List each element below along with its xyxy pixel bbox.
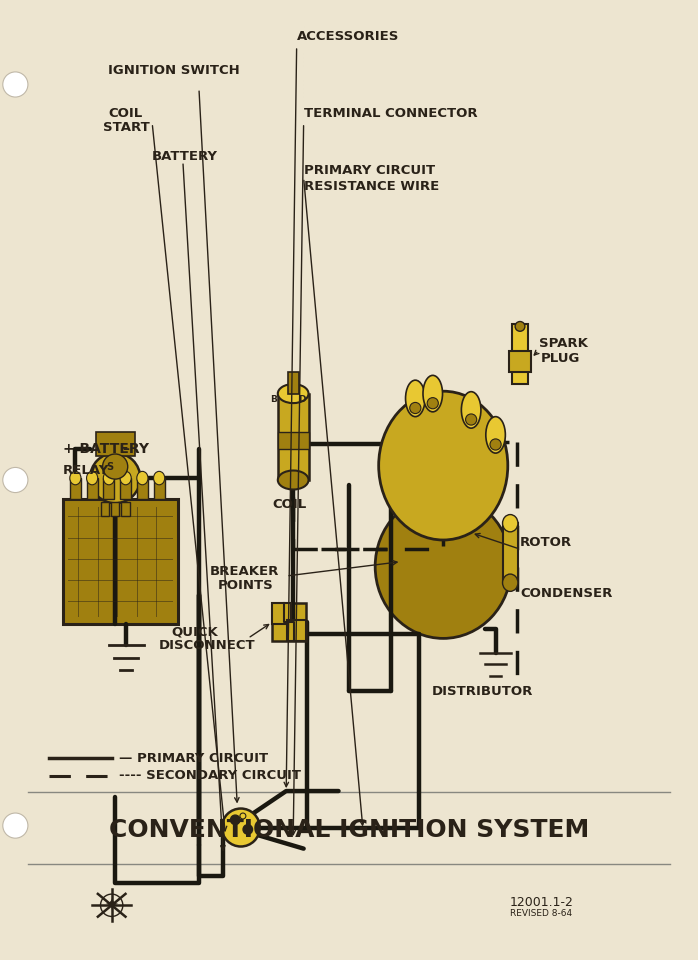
- Ellipse shape: [137, 471, 148, 485]
- Bar: [101, 502, 109, 516]
- Bar: [137, 478, 148, 499]
- Text: START: START: [103, 121, 150, 134]
- Text: ROTOR: ROTOR: [520, 536, 572, 549]
- Ellipse shape: [70, 471, 81, 485]
- Ellipse shape: [378, 392, 508, 540]
- Bar: [63, 499, 178, 624]
- Text: ---- SECONDARY CIRCUIT: ---- SECONDARY CIRCUIT: [119, 769, 301, 782]
- Circle shape: [3, 72, 28, 97]
- Bar: [154, 478, 165, 499]
- Circle shape: [222, 808, 260, 847]
- Circle shape: [230, 815, 240, 825]
- Ellipse shape: [406, 380, 425, 417]
- Bar: [512, 324, 528, 384]
- Bar: [120, 478, 131, 499]
- Text: B: B: [270, 395, 277, 404]
- Text: CONVENTIONAL IGNITION SYSTEM: CONVENTIONAL IGNITION SYSTEM: [109, 818, 589, 843]
- Ellipse shape: [154, 471, 165, 485]
- Bar: [87, 478, 98, 499]
- Circle shape: [243, 825, 253, 834]
- Bar: [272, 603, 290, 624]
- Circle shape: [103, 454, 128, 479]
- Ellipse shape: [278, 384, 309, 403]
- Text: DISCONNECT: DISCONNECT: [158, 638, 255, 652]
- Ellipse shape: [503, 574, 518, 591]
- Ellipse shape: [278, 470, 309, 490]
- Bar: [111, 502, 119, 516]
- Ellipse shape: [486, 417, 505, 453]
- Bar: [288, 372, 299, 394]
- Text: –: –: [123, 443, 130, 456]
- Text: ACCESSORIES: ACCESSORIES: [297, 30, 399, 43]
- Circle shape: [90, 453, 140, 503]
- Text: SPARK: SPARK: [539, 337, 588, 350]
- Text: COIL: COIL: [272, 497, 307, 511]
- Circle shape: [3, 468, 28, 492]
- Text: COIL: COIL: [108, 107, 142, 120]
- Text: D: D: [298, 395, 305, 404]
- Text: REVISED 8-64: REVISED 8-64: [510, 909, 572, 919]
- Text: + BATTERY: + BATTERY: [63, 443, 149, 456]
- Text: QUICK: QUICK: [171, 625, 218, 638]
- Bar: [278, 394, 309, 480]
- Ellipse shape: [120, 471, 131, 485]
- Text: S: S: [106, 462, 113, 471]
- Circle shape: [3, 813, 28, 838]
- Bar: [96, 432, 135, 456]
- Ellipse shape: [461, 392, 481, 428]
- Text: PLUG: PLUG: [540, 351, 579, 365]
- Circle shape: [490, 439, 501, 450]
- Circle shape: [240, 813, 246, 819]
- Bar: [278, 432, 309, 449]
- Text: BATTERY: BATTERY: [152, 150, 218, 163]
- Text: CONDENSER: CONDENSER: [520, 587, 612, 600]
- Text: POINTS: POINTS: [218, 579, 274, 592]
- Text: 12001.1-2: 12001.1-2: [510, 896, 574, 909]
- Circle shape: [466, 414, 477, 425]
- FancyBboxPatch shape: [272, 603, 306, 641]
- Ellipse shape: [376, 494, 511, 638]
- Bar: [103, 478, 114, 499]
- Text: TERMINAL CONNECTOR: TERMINAL CONNECTOR: [304, 107, 477, 120]
- Ellipse shape: [423, 375, 443, 412]
- Bar: [70, 478, 81, 499]
- Bar: [503, 523, 518, 583]
- Text: IGNITION SWITCH: IGNITION SWITCH: [108, 63, 240, 77]
- Ellipse shape: [503, 515, 518, 532]
- Text: — PRIMARY CIRCUIT: — PRIMARY CIRCUIT: [119, 752, 268, 765]
- Bar: [121, 502, 130, 516]
- Text: RESISTANCE WIRE: RESISTANCE WIRE: [304, 180, 439, 193]
- Circle shape: [427, 397, 438, 409]
- FancyBboxPatch shape: [509, 351, 531, 372]
- Text: BREAKER: BREAKER: [209, 564, 279, 578]
- Bar: [288, 620, 306, 641]
- Text: DISTRIBUTOR: DISTRIBUTOR: [431, 684, 533, 698]
- Ellipse shape: [103, 471, 114, 485]
- Text: RELAY: RELAY: [63, 464, 109, 477]
- Text: PRIMARY CIRCUIT: PRIMARY CIRCUIT: [304, 164, 435, 178]
- Text: ✦: ✦: [105, 897, 119, 914]
- Circle shape: [515, 322, 525, 331]
- Circle shape: [410, 402, 421, 414]
- Ellipse shape: [87, 471, 98, 485]
